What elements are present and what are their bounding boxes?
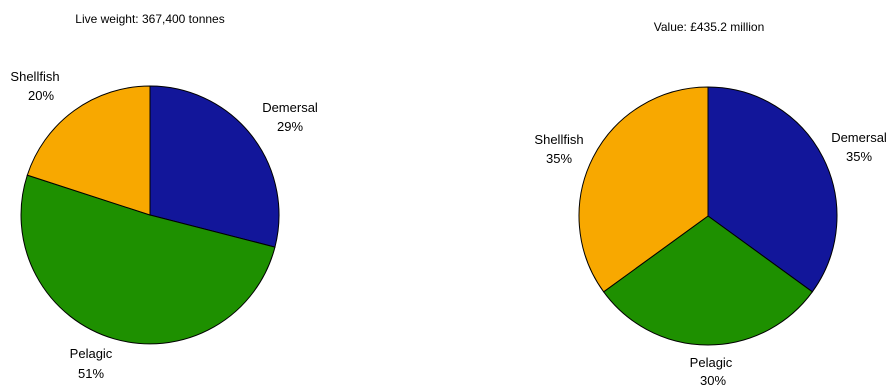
pie-slice-pelagic xyxy=(20,174,276,345)
slice-label-shellfish: Shellfish xyxy=(534,132,583,147)
slice-label-demersal: Demersal xyxy=(262,100,318,115)
pie-slice-pelagic xyxy=(602,215,814,346)
chart-title: Value: £435.2 million xyxy=(654,20,765,34)
slice-label-demersal: Demersal xyxy=(831,130,887,145)
slice-value-demersal: 29% xyxy=(277,119,303,134)
slice-label-shellfish: Shellfish xyxy=(10,69,59,84)
pie-chart-live-weight: Live weight: 367,400 tonnes Demersal 29%… xyxy=(10,12,317,381)
slice-value-demersal: 35% xyxy=(846,149,872,164)
pie-slice-demersal xyxy=(707,86,838,293)
chart-title: Live weight: 367,400 tonnes xyxy=(75,12,224,26)
slice-label-pelagic: Pelagic xyxy=(70,346,113,361)
slice-value-pelagic: 30% xyxy=(700,373,726,385)
pie-slice-shellfish xyxy=(578,86,709,293)
pie-slice-demersal xyxy=(149,85,280,248)
slice-value-shellfish: 35% xyxy=(546,151,572,166)
pie-chart-value: Value: £435.2 million Demersal 35% Pelag… xyxy=(534,20,886,385)
slice-label-pelagic: Pelagic xyxy=(690,355,733,370)
pie-slice-shellfish xyxy=(26,85,151,216)
slice-value-pelagic: 51% xyxy=(78,366,104,381)
slice-value-shellfish: 20% xyxy=(28,88,54,103)
